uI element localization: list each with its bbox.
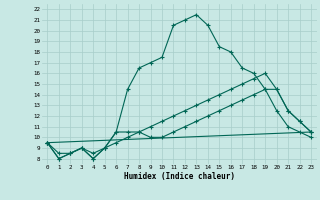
X-axis label: Humidex (Indice chaleur): Humidex (Indice chaleur) — [124, 172, 235, 181]
